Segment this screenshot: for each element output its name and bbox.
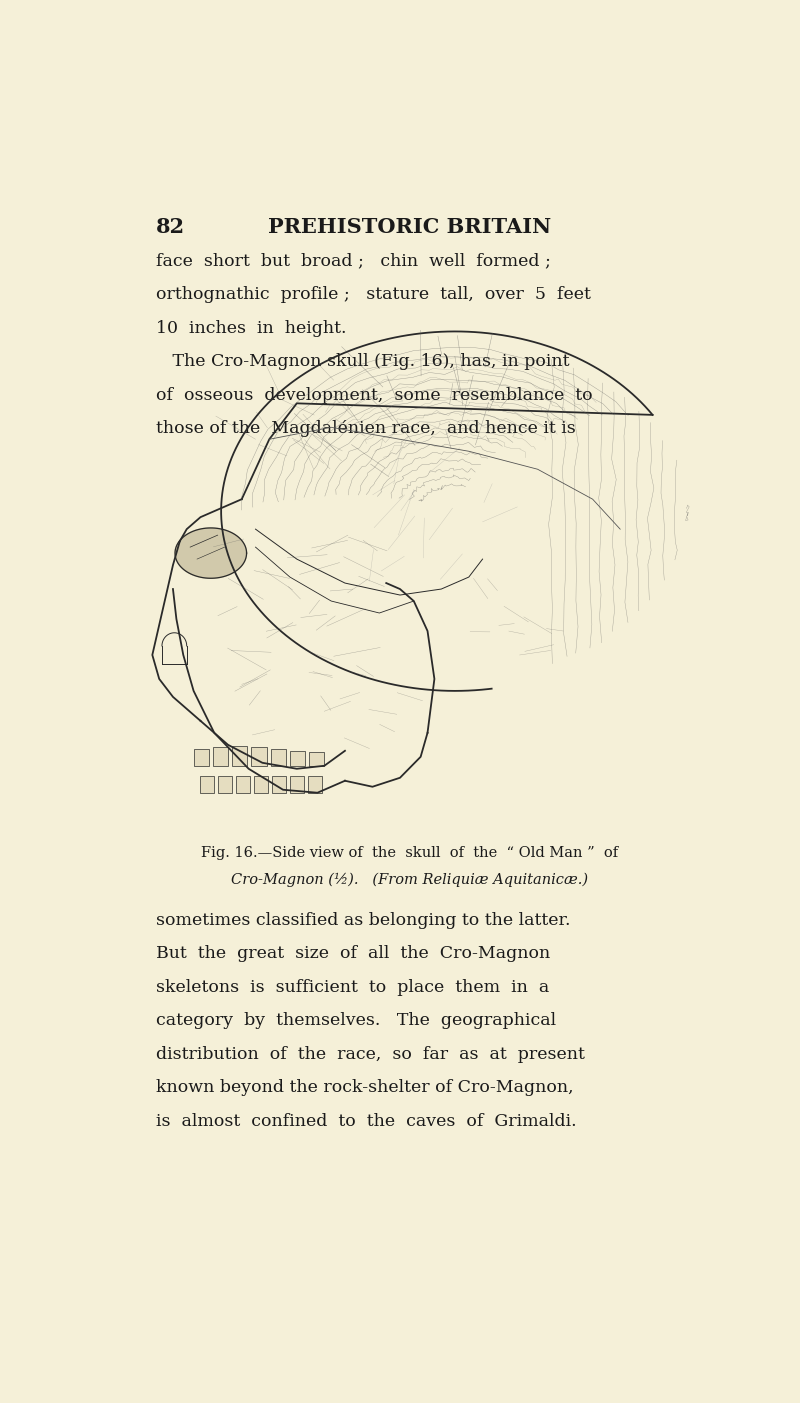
Text: 10  inches  in  height.: 10 inches in height.: [156, 320, 346, 337]
Text: distribution  of  the  race,  so  far  as  at  present: distribution of the race, so far as at p…: [156, 1045, 585, 1062]
Bar: [236, 776, 250, 793]
Bar: [201, 776, 214, 793]
Bar: [251, 746, 266, 766]
Bar: [254, 776, 268, 793]
Text: category  by  themselves.   The  geographical: category by themselves. The geographical: [156, 1012, 556, 1028]
Text: skeletons  is  sufficient  to  place  them  in  a: skeletons is sufficient to place them in…: [156, 979, 549, 996]
Text: Cro-Magnon (½).   (From Reliquiæ Aquitanicæ.): Cro-Magnon (½). (From Reliquiæ Aquitanic…: [231, 873, 589, 887]
Text: The Cro-Magnon skull (Fig. 16), has, in point: The Cro-Magnon skull (Fig. 16), has, in …: [156, 354, 570, 370]
Bar: [213, 746, 228, 766]
Text: sometimes classified as belonging to the latter.: sometimes classified as belonging to the…: [156, 912, 570, 929]
Text: 82: 82: [156, 217, 185, 237]
Text: But  the  great  size  of  all  the  Cro-Magnon: But the great size of all the Cro-Magnon: [156, 946, 550, 962]
Text: Fig. 16.—Side view of  the  skull  of  the  “ Old Man ”  of: Fig. 16.—Side view of the skull of the “…: [202, 846, 618, 860]
Text: face  short  but  broad ;   chin  well  formed ;: face short but broad ; chin well formed …: [156, 253, 550, 269]
Polygon shape: [175, 528, 246, 578]
Bar: [308, 776, 322, 793]
Bar: [270, 749, 286, 766]
Bar: [232, 746, 247, 766]
Bar: [290, 776, 304, 793]
Bar: [272, 776, 286, 793]
Bar: [194, 749, 209, 766]
Bar: [218, 776, 232, 793]
Text: orthognathic  profile ;   stature  tall,  over  5  feet: orthognathic profile ; stature tall, ove…: [156, 286, 590, 303]
Text: those of the  Magdalénien race,  and hence it is: those of the Magdalénien race, and henc…: [156, 419, 575, 438]
Bar: [309, 752, 324, 766]
Text: known beyond the rock-shelter of Cro-Magnon,: known beyond the rock-shelter of Cro-Mag…: [156, 1079, 574, 1096]
Text: PREHISTORIC BRITAIN: PREHISTORIC BRITAIN: [268, 217, 552, 237]
Text: is  almost  confined  to  the  caves  of  Grimaldi.: is almost confined to the caves of Grima…: [156, 1113, 577, 1129]
Bar: [290, 751, 305, 766]
Text: of  osseous  development,  some  resemblance  to: of osseous development, some resemblance…: [156, 387, 593, 404]
